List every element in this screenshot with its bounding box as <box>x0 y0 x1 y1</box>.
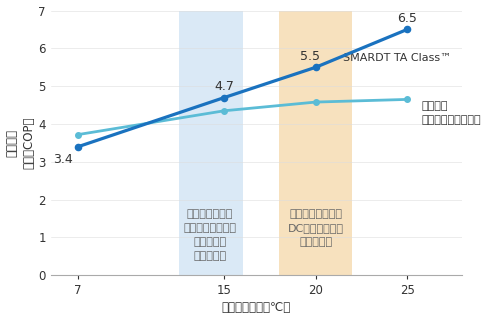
Text: 5.5: 5.5 <box>300 50 320 63</box>
Point <box>74 132 82 137</box>
Text: 6.5: 6.5 <box>397 12 417 25</box>
Text: これまでの国内
データセンターで
用いられた
送水温度域: これまでの国内 データセンターで 用いられた 送水温度域 <box>183 209 236 261</box>
Point <box>220 95 228 100</box>
Text: SMARDT TA Class™: SMARDT TA Class™ <box>343 53 451 63</box>
Y-axis label: 運転効率
（定格COP）: 運転効率 （定格COP） <box>5 117 36 169</box>
Text: 3.4: 3.4 <box>53 154 73 166</box>
Text: ハイパースケール
DCで用いられる
送水温度域: ハイパースケール DCで用いられる 送水温度域 <box>288 209 343 247</box>
Point <box>220 108 228 113</box>
Text: 4.7: 4.7 <box>215 80 234 93</box>
X-axis label: 冷水送水温度（℃）: 冷水送水温度（℃） <box>221 301 291 315</box>
Bar <box>179 11 243 275</box>
Text: 一般的な
モジュール型チラー: 一般的な モジュール型チラー <box>422 101 481 125</box>
Point <box>312 100 319 105</box>
Point <box>403 97 411 102</box>
Point <box>74 144 82 149</box>
Point <box>403 27 411 32</box>
Point <box>312 65 319 70</box>
Bar <box>279 11 352 275</box>
